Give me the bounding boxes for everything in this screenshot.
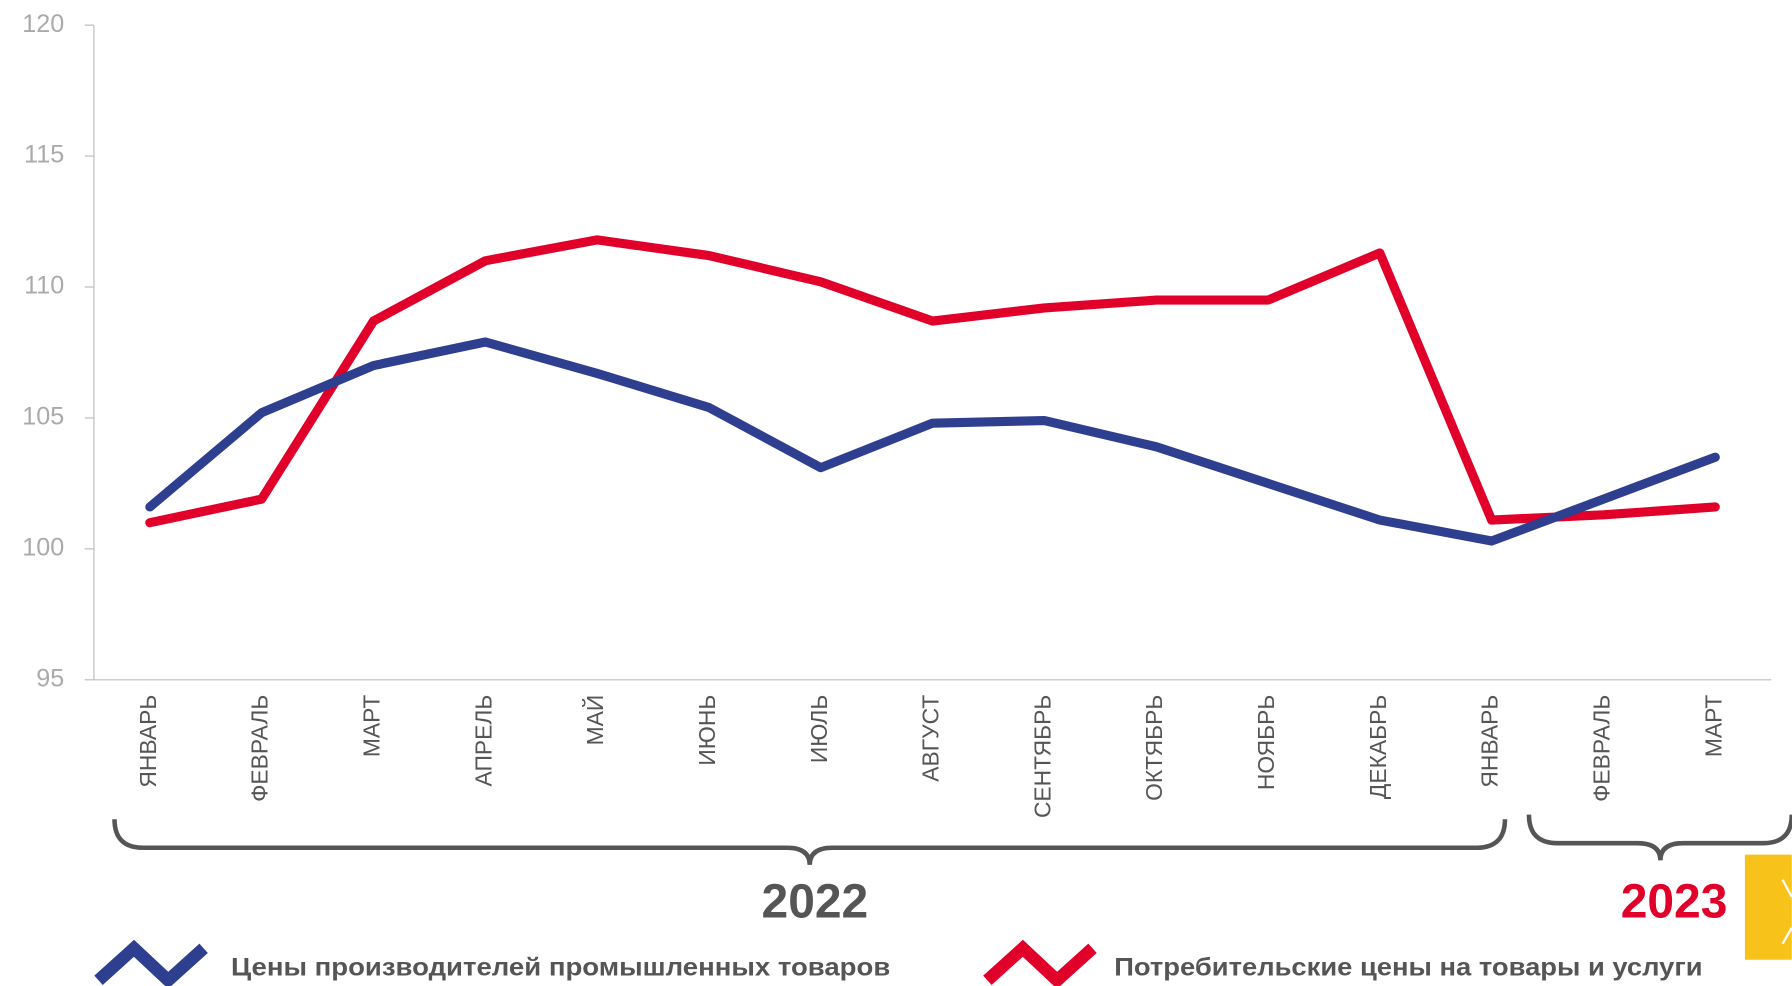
x-tick-label: ИЮЛЬ (806, 695, 832, 763)
x-tick-label: ИЮНЬ (694, 695, 720, 766)
x-tick-label: ДЕКАБРЬ (1365, 695, 1391, 799)
x-tick-label: МАРТ (359, 695, 385, 757)
x-tick-label: ЯНВАРЬ (135, 695, 161, 788)
year-label: 2023 (1621, 876, 1728, 929)
series-line (145, 337, 1720, 546)
year-label: 2022 (762, 876, 869, 929)
y-tick-label: 100 (22, 534, 64, 562)
y-tick-label: 115 (24, 141, 64, 169)
legend-icon (983, 939, 1097, 986)
x-tick-label: НОЯБРЬ (1253, 695, 1279, 790)
legend-label: Цены производителей промышленных товаров (231, 954, 890, 982)
x-tick-label: АПРЕЛЬ (470, 695, 496, 787)
x-tick-label: АВГУСТ (918, 695, 944, 782)
year-bracket (112, 819, 1508, 866)
year-bracket (1526, 814, 1792, 861)
x-tick-label: ОКТЯБРЬ (1141, 695, 1167, 801)
x-tick-label: МАРТ (1700, 695, 1726, 757)
next-button[interactable] (1744, 854, 1792, 960)
y-tick-label: 105 (22, 403, 64, 431)
x-tick-label: МАЙ (582, 695, 608, 746)
chevron-icon (1781, 879, 1792, 945)
x-tick-label: СЕНТЯБРЬ (1029, 695, 1055, 818)
series-line (145, 235, 1720, 528)
x-tick-label: ЯНВАРЬ (1477, 695, 1503, 788)
y-tick-label: 120 (22, 10, 64, 38)
y-tick-label: 95 (36, 664, 64, 692)
legend-icon (94, 939, 208, 986)
legend-label: Потребительские цены на товары и услуги (1114, 954, 1702, 982)
y-tick-label: 110 (24, 272, 64, 300)
x-tick-label: ФЕВРАЛЬ (1588, 695, 1614, 802)
x-tick-label: ФЕВРАЛЬ (247, 695, 273, 802)
